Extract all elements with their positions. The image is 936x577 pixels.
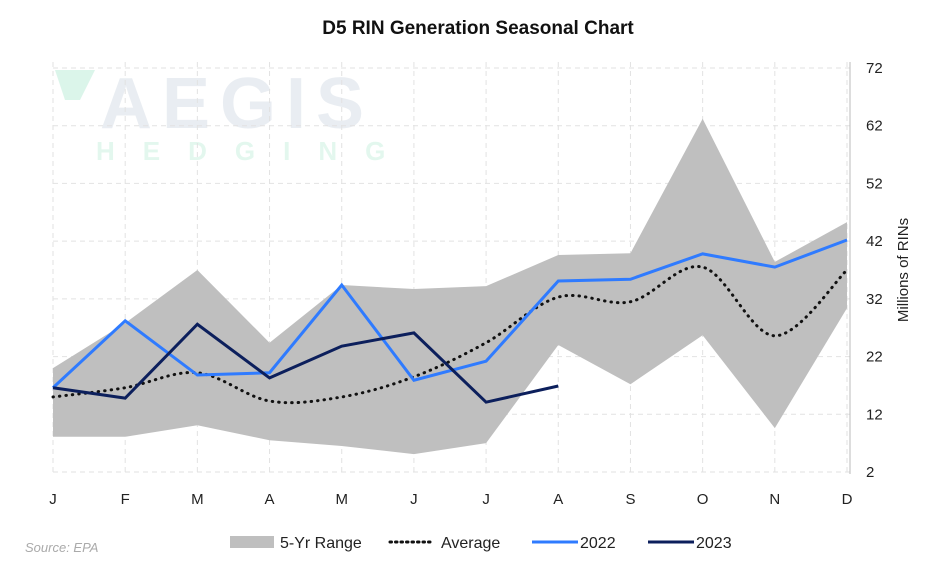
legend-label-2022: 2022 [580,535,616,552]
x-tick-label: J [49,491,57,508]
legend-label-range: 5-Yr Range [280,535,362,552]
series-line-2022 [51,238,848,389]
x-tick-label: J [410,491,418,508]
y-tick-label: 62 [866,118,883,135]
legend-swatch-range [230,536,274,548]
legend-label-average: Average [441,535,500,552]
y-tick-label: 12 [866,406,883,423]
y-tick-label: 2 [866,464,874,481]
legend-label-2023: 2023 [696,535,732,552]
y-axis-label: Millions of RINs [895,218,912,322]
logo-text-aegis: AEGIS [100,64,374,144]
logo-text-hedging: HEDGING [96,136,413,166]
legend: 5-Yr Range Average 2022 2023 [230,535,732,552]
range-band [53,118,847,455]
y-tick-label: 42 [866,233,883,250]
y-tick-label: 52 [866,175,883,192]
x-tick-label: S [625,491,635,508]
x-tick-label: A [553,491,563,508]
watermark-logo: AEGIS HEDGING [55,64,413,166]
x-tick-label: N [769,491,780,508]
series-line-average [51,265,849,405]
chart-title: D5 RIN Generation Seasonal Chart [322,18,634,39]
x-tick-label: D [842,491,853,508]
series-line-2023 [52,322,559,404]
y-tick-label: 72 [866,60,883,77]
y-ticks: 2 12 22 32 42 52 62 72 [866,60,883,481]
y-tick-label: 32 [866,291,883,308]
logo-mark [55,70,95,100]
plot-area [51,118,849,455]
x-tick-label: O [697,491,709,508]
source-note: Source: EPA [25,540,98,555]
x-tick-label: F [121,491,130,508]
y-tick-label: 22 [866,349,883,366]
x-tick-label: A [265,491,275,508]
x-tick-label: M [191,491,204,508]
x-tick-label: J [482,491,490,508]
x-tick-label: M [335,491,348,508]
